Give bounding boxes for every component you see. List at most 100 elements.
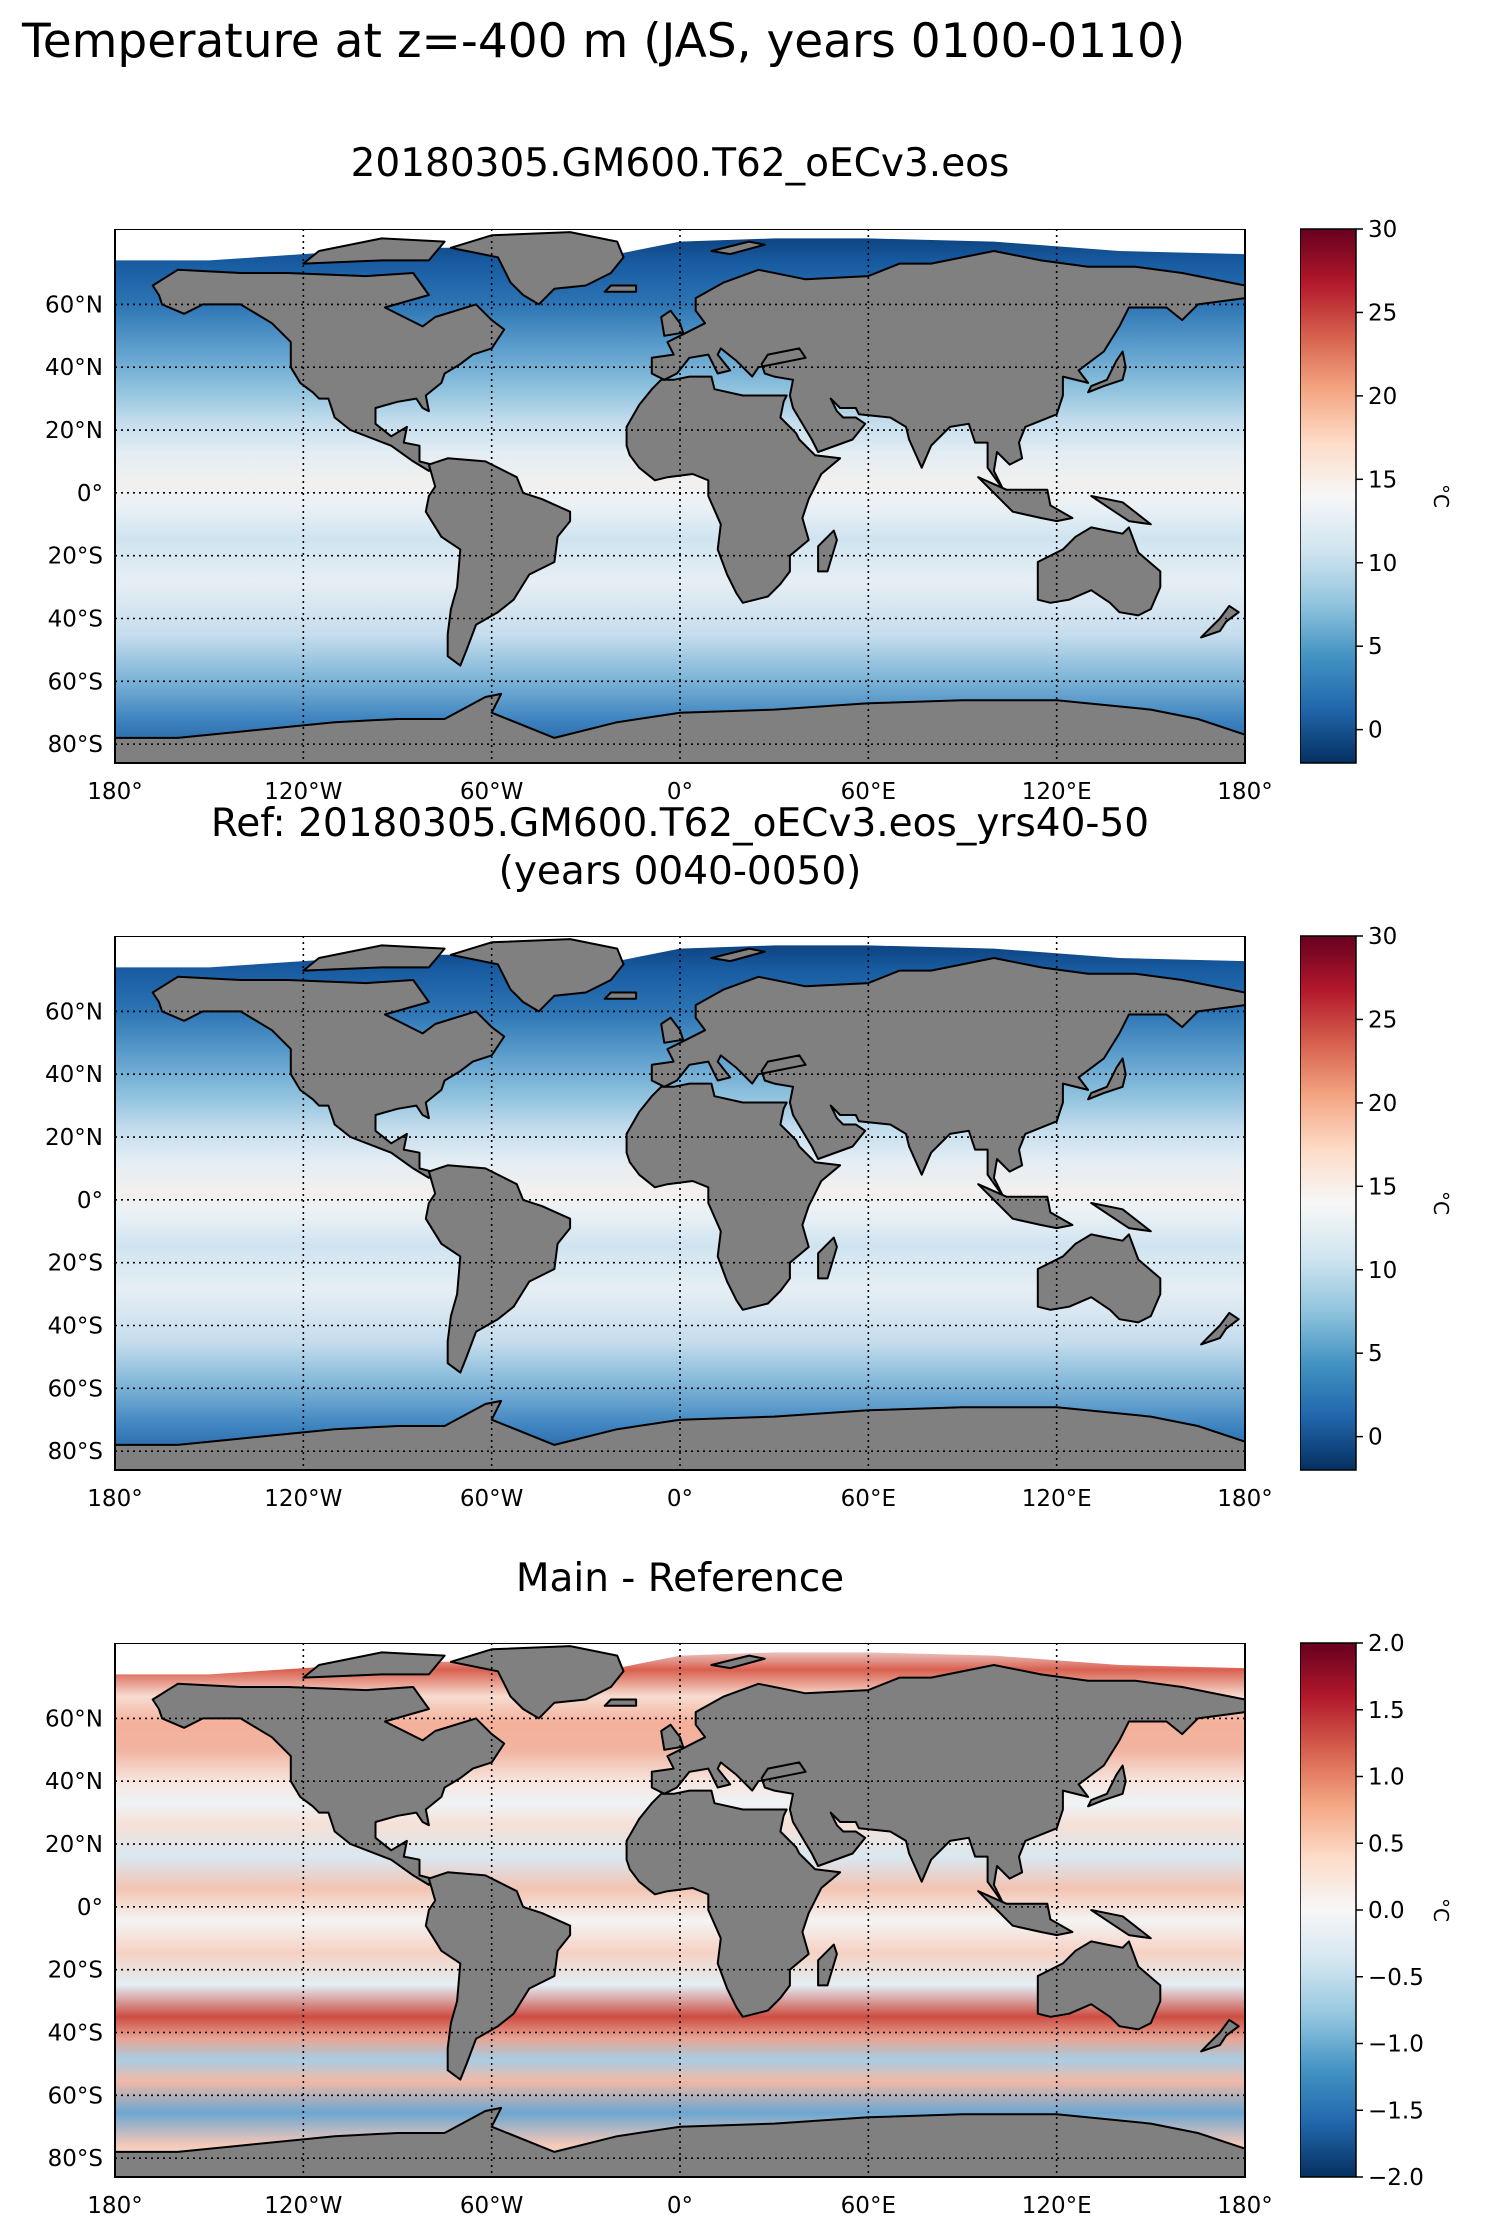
land-indonesia xyxy=(977,476,1074,523)
colorbar-tick-label: 15 xyxy=(1368,1174,1397,1200)
land-eurasia xyxy=(650,957,1245,1198)
lon-tick-label: 180° xyxy=(87,779,142,805)
colorbar-3: 2.0 1.5 1.0 0.5 0.0 −0.5 −1.0 −1.5 −2.0 °C xyxy=(1300,1633,1453,2187)
lon-tick-label: 120°W xyxy=(264,2193,342,2219)
land-australia xyxy=(1036,526,1162,617)
graticule xyxy=(115,1643,1245,2177)
map-frame xyxy=(114,1643,1246,2178)
graticule xyxy=(115,936,1245,1470)
lat-tick-label: 40°S xyxy=(48,607,103,633)
lon-tick-label: 180° xyxy=(87,1486,142,1512)
lon-tick-label: 60°E xyxy=(841,2193,896,2219)
lon-tick-label: 0° xyxy=(667,779,693,805)
land-iceland xyxy=(603,284,638,293)
land-new-guinea xyxy=(1090,495,1152,526)
colorbar-unit-label: °C xyxy=(1429,484,1453,508)
lat-tick-label: 20°S xyxy=(48,1251,103,1277)
lon-tick-label: 60°W xyxy=(460,779,524,805)
colorbar-tick-label: 20 xyxy=(1368,1091,1397,1117)
colorbar-tick-label: 5 xyxy=(1368,634,1383,660)
land-svalbard-fj xyxy=(710,1654,766,1670)
lon-tick-label: 120°E xyxy=(1022,779,1092,805)
land-japan xyxy=(1087,350,1127,394)
land-indonesia xyxy=(977,1183,1074,1230)
colorbar-tick-label: 1.0 xyxy=(1368,1765,1405,1791)
map-frame xyxy=(114,936,1246,1471)
colorbar-tick-label: −2.0 xyxy=(1368,2165,1424,2187)
lon-tick-label: 60°E xyxy=(841,1486,896,1512)
land-south-america xyxy=(424,1164,572,1374)
lat-tick-label: 0° xyxy=(77,1188,103,1214)
colorbar-tick-label: 0.5 xyxy=(1368,1831,1405,1857)
land-greenland xyxy=(449,231,625,306)
panel-title: 20180305.GM600.T62_oECv3.eos xyxy=(350,141,1010,186)
land-south-america xyxy=(424,1871,572,2081)
lat-tick-label: 40°S xyxy=(48,1314,103,1340)
land-madagascar xyxy=(817,1236,838,1280)
land-south-america xyxy=(424,457,572,667)
land-iceland xyxy=(603,1698,638,1707)
land-japan xyxy=(1087,1057,1127,1101)
colorbar-2: 30 25 20 15 10 5 0 °C xyxy=(1300,926,1453,1471)
colorbar-tick-label: 1.5 xyxy=(1368,1698,1405,1724)
lat-tick-label: 80°S xyxy=(48,1439,103,1465)
lat-tick-label: 60°N xyxy=(45,292,103,318)
lat-tick-label: 20°N xyxy=(45,418,103,444)
lat-tick-label: 80°S xyxy=(48,732,103,758)
colorbar-gradient xyxy=(1300,228,1357,764)
lon-tick-label: 120°E xyxy=(1022,1486,1092,1512)
lon-tick-label: 0° xyxy=(667,2193,693,2219)
colorbar-tick-label: 0 xyxy=(1368,718,1383,744)
lon-tick-label: 60°E xyxy=(841,779,896,805)
lat-tick-label: 40°N xyxy=(45,1062,103,1088)
land-australia xyxy=(1036,1233,1162,1324)
lon-tick-label: 0° xyxy=(667,1486,693,1512)
panel-title: Main - Reference xyxy=(515,1556,845,1601)
colorbar-unit-label: °C xyxy=(1429,1191,1453,1215)
land-new-zealand xyxy=(1200,1311,1240,1346)
land-new-guinea xyxy=(1090,1909,1152,1940)
land-eurasia xyxy=(650,250,1245,491)
panel-title: (years 0040-0050) xyxy=(498,849,862,894)
colorbar-tick-label: −1.5 xyxy=(1368,2098,1424,2124)
lon-tick-label: 180° xyxy=(1217,1486,1272,1512)
lon-tick-label: 180° xyxy=(1217,2193,1272,2219)
colorbar-1: 30 25 20 15 10 5 0 °C xyxy=(1300,219,1453,764)
lon-tick-label: 180° xyxy=(1217,779,1272,805)
colorbar-tick-label: 2.0 xyxy=(1368,1633,1405,1657)
lat-tick-label: 60°N xyxy=(45,999,103,1025)
colorbar-tick-label: −0.5 xyxy=(1368,1965,1424,1991)
figure-title: Temperature at z=-400 m (JAS, years 0100… xyxy=(22,14,1186,69)
colorbar-tick-label: 5 xyxy=(1368,1341,1383,1367)
colorbar-tick-label: 20 xyxy=(1368,384,1397,410)
lon-tick-label: 60°W xyxy=(460,2193,524,2219)
map-panel-1: 180° 120°W 60°W 0° 60°E 120°E 180° 60°N 40°N 20°N… xyxy=(45,229,1273,805)
lat-tick-label: 80°S xyxy=(48,2146,103,2172)
lat-tick-label: 40°N xyxy=(45,1769,103,1795)
land-indonesia xyxy=(977,1890,1074,1937)
land-new-zealand xyxy=(1200,2018,1240,2053)
lon-tick-label: 60°W xyxy=(460,1486,524,1512)
land-arctic-islands xyxy=(302,237,446,265)
colorbar-unit-label: °C xyxy=(1429,1898,1453,1922)
colorbar-tick-label: 0.0 xyxy=(1368,1898,1405,1924)
land-madagascar xyxy=(817,1943,838,1987)
panel-title: Ref: 20180305.GM600.T62_oECv3.eos_yrs40-… xyxy=(210,801,1150,846)
lon-tick-label: 180° xyxy=(87,2193,142,2219)
land-japan xyxy=(1087,1764,1127,1808)
lat-tick-label: 60°S xyxy=(48,1376,103,1402)
map-panel-2: 180° 120°W 60°W 0° 60°E 120°E 180° 60°N 40°N 20°N… xyxy=(45,936,1273,1512)
lat-tick-label: 60°S xyxy=(48,2083,103,2109)
colorbar-gradient xyxy=(1300,935,1357,1471)
graticule xyxy=(115,229,1245,763)
colorbar-tick-label: 25 xyxy=(1368,1007,1397,1033)
colorbar-tick-label: 0 xyxy=(1368,1425,1383,1451)
colorbar-tick-label: 10 xyxy=(1368,1258,1397,1284)
land-arctic-islands xyxy=(302,944,446,972)
lat-tick-label: 40°S xyxy=(48,2021,103,2047)
map-frame xyxy=(114,229,1246,764)
land-britain xyxy=(660,1723,685,1751)
lat-tick-label: 0° xyxy=(77,481,103,507)
colorbar-tick-label: 10 xyxy=(1368,551,1397,577)
land-britain xyxy=(660,309,685,337)
